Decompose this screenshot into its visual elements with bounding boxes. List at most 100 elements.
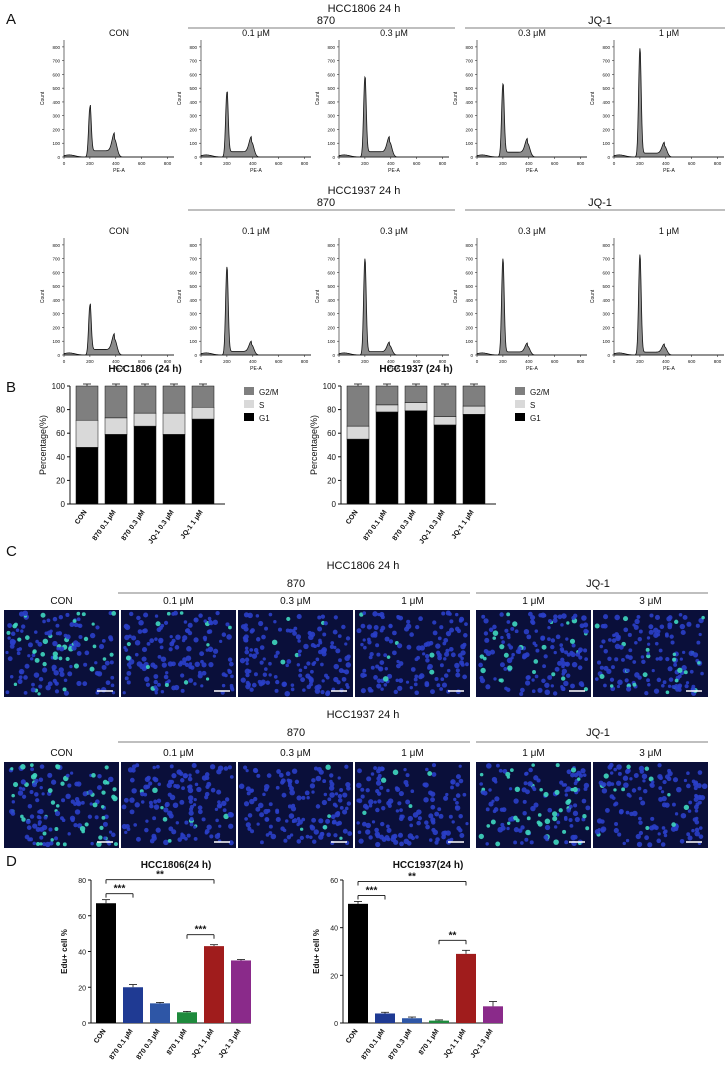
nucleus [249,798,255,805]
nucleus [249,648,254,652]
flow-ytick-label: 300 [602,312,610,317]
nucleus [39,835,44,840]
edu-nucleus [543,791,549,798]
nucleus [206,629,211,634]
b-ytick-label: 60 [56,429,65,438]
b-bar-segment [404,410,428,505]
nucleus [262,792,266,797]
nucleus [135,763,140,768]
nucleus [56,646,60,651]
nucleus [109,660,114,665]
flow-ytick-label: 700 [602,59,610,64]
nucleus [449,619,454,624]
nucleus [18,786,23,790]
nucleus [368,803,373,808]
nucleus [141,647,148,653]
flow-ytick-label: 0 [57,353,60,358]
nucleus [451,820,455,824]
micro-col-label: 1 μM [522,748,544,759]
nucleus [140,791,145,797]
nucleus [570,772,575,778]
nucleus [664,802,670,808]
nucleus [154,637,158,641]
nucleus [616,780,622,786]
nucleus [308,677,314,682]
nucleus [557,614,563,620]
nucleus [356,798,361,803]
nucleus [406,619,411,624]
d-xtick-label: JQ-1 1 μM [191,1028,216,1060]
nucleus [614,821,619,826]
nucleus [275,785,280,790]
nucleus [564,661,571,667]
nucleus [376,678,382,684]
edu-nucleus [562,829,567,834]
flow-ytick-label: 700 [465,59,473,64]
flow-xtick-label: 600 [551,359,559,364]
nucleus [579,623,585,629]
nucleus [542,664,547,669]
nucleus [437,636,442,641]
nucleus [366,776,372,782]
nucleus [18,611,25,617]
nucleus [160,690,165,694]
nucleus [560,657,565,662]
nucleus [423,797,429,803]
nucleus [651,669,655,673]
b-chart-title: HCC1937 (24 h) [379,364,452,375]
flow-xtick-label: 600 [275,161,283,166]
nucleus [146,641,151,646]
nucleus [204,828,210,834]
nucleus [365,788,370,793]
nucleus [253,796,258,802]
nucleus [526,634,532,640]
nucleus [581,798,587,804]
nucleus [239,657,246,664]
nucleus [572,810,579,817]
nucleus [341,624,346,630]
d-xtick-label: JQ-1 3 μM [470,1028,495,1060]
nucleus [221,800,227,807]
d-bar [123,987,143,1023]
nucleus [320,662,324,667]
nucleus [436,683,441,688]
flow-xtick-label: 600 [688,161,696,166]
nucleus [176,769,182,775]
edu-nucleus [99,825,104,830]
edu-nucleus [24,635,30,640]
flow-ytick-label: 400 [52,298,60,303]
nucleus [500,635,504,640]
nucleus [456,826,462,831]
nucleus [700,671,704,676]
nucleus [405,680,410,684]
nucleus [167,661,174,667]
nucleus [580,768,586,774]
b-bar-segment [133,385,157,414]
nucleus [224,797,230,802]
nucleus [198,670,202,675]
flow-histogram [200,266,311,356]
nucleus [257,802,264,809]
nucleus [524,652,530,658]
edu-nucleus [507,665,513,671]
nucleus [502,768,508,774]
nucleus [311,790,315,794]
nucleus [413,677,418,682]
nucleus [324,673,329,678]
edu-nucleus [164,682,169,687]
nucleus [525,680,531,686]
nucleus [560,623,564,627]
flow-xtick-label: 800 [439,359,447,364]
nucleus [200,684,204,688]
nucleus [124,634,130,641]
nucleus [171,611,176,616]
edu-nucleus [503,652,509,658]
flow-xtick-label: 0 [63,161,66,166]
nucleus [337,634,342,639]
nucleus [227,669,233,675]
nucleus [202,635,208,641]
flow-ytick-label: 0 [470,155,473,160]
nucleus [540,612,546,618]
b-ytick-label: 0 [332,500,337,509]
nucleus [672,802,676,807]
